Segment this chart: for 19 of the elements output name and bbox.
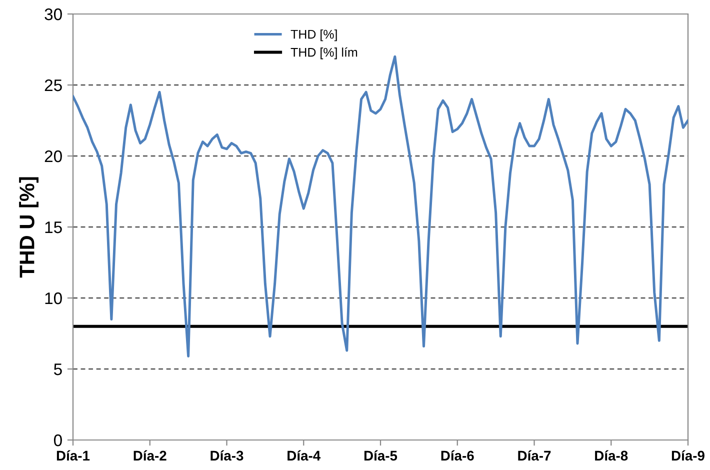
x-tick-label: Día-5 [364, 450, 398, 461]
y-tick-label: 15 [45, 222, 62, 234]
x-tick-label: Día-8 [595, 450, 628, 461]
x-tick-label: Día-6 [441, 450, 474, 461]
y-tick-label: 30 [44, 8, 62, 20]
x-tick-label: Día-1 [56, 450, 90, 461]
legend-label: THD [%] [290, 30, 337, 42]
x-tick-label: Día-2 [134, 450, 166, 461]
x-tick-label: Día-3 [210, 450, 244, 461]
y-tick-label: 20 [44, 150, 62, 162]
y-tick-label: 5 [54, 364, 62, 376]
x-tick-label: Día-7 [518, 450, 551, 461]
x-tick-label: Día-9 [672, 450, 704, 461]
y-tick-label: 10 [45, 292, 62, 304]
y-tick-label: 25 [44, 79, 62, 92]
x-tick-label: Día-4 [288, 450, 321, 461]
y-tick-label: 0 [54, 434, 62, 446]
legend-label: THD [%] lím [290, 47, 358, 60]
y-axis-title: THD U [%] [19, 177, 38, 278]
